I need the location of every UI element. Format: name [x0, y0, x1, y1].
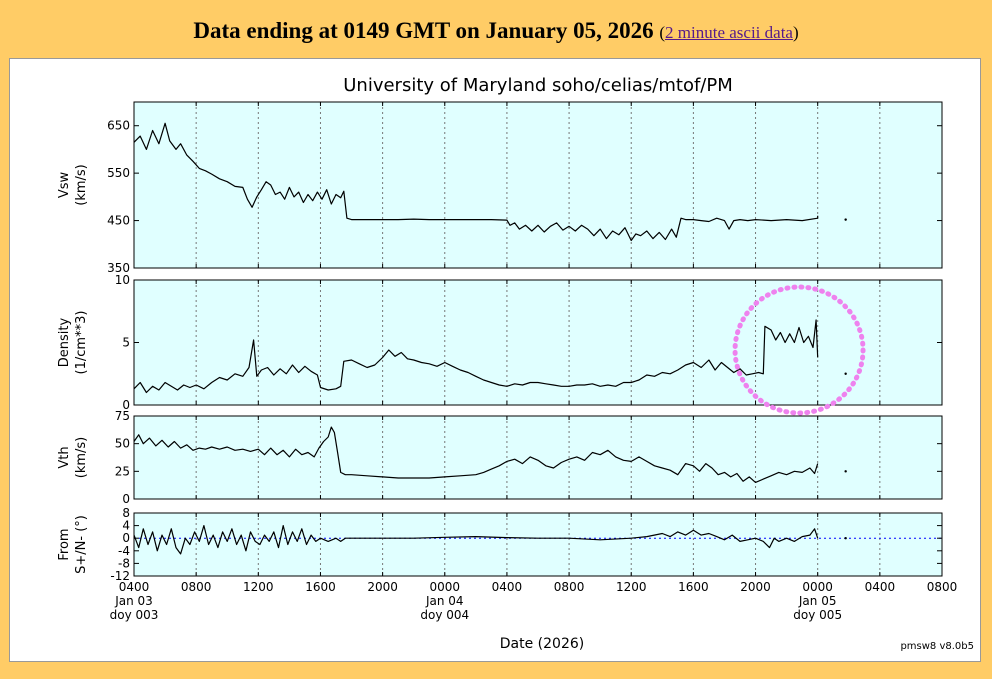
x-tick-label-line: 0400 [865, 580, 896, 594]
x-tick-label-line: 0400 [119, 580, 150, 594]
y-tick-label: 650 [107, 119, 130, 133]
x-tick-label: 1200 [616, 580, 647, 594]
x-tick-label-line: doy 003 [110, 608, 159, 622]
data-trace-vsw [133, 122, 819, 242]
x-tick-label: 0800 [181, 580, 212, 594]
data-trace-vth [133, 426, 819, 483]
y-tick-label: 450 [107, 214, 130, 228]
chart-title: University of Maryland soho/celias/mtof/… [343, 75, 733, 96]
y-tick-label: -4 [118, 544, 130, 558]
x-tick-label-line: Jan 03 [114, 594, 153, 608]
data-point-density [844, 372, 847, 375]
panel-vth: 0 25 50 75 Vth (km/s) [57, 409, 943, 506]
x-tick-label: 1200 [243, 580, 274, 594]
data-point-vth [844, 470, 847, 473]
y-axis-label-vth: Vth (km/s) [57, 437, 89, 479]
y-tick-label: 350 [107, 261, 130, 275]
x-tick-label-line: 0000 [429, 580, 460, 594]
y-tick-label: 5 [122, 336, 130, 350]
x-tick-label: 0400 [492, 580, 523, 594]
panel-vsw: 350 450 550 650 Vsw (km/s) [57, 101, 943, 275]
x-tick-label: 0800 [554, 580, 585, 594]
x-tick-label: 1600 [678, 580, 709, 594]
y-tick-label: 25 [115, 464, 130, 478]
panel-frame [133, 512, 943, 577]
link-open-paren: ( [659, 23, 666, 42]
x-tick-label-line: Jan 04 [425, 594, 464, 608]
x-tick-label-line: doy 004 [420, 608, 469, 622]
ascii-data-link[interactable]: 2 minute ascii data [665, 23, 793, 42]
data-point-vsw [844, 218, 847, 221]
panel-density: 0 5 10 Density (1/cm**3) [57, 273, 943, 416]
y-axis-label-line: Vth [57, 446, 72, 468]
x-tick-label-line: Jan 05 [798, 594, 837, 608]
y-tick-label: 0 [122, 398, 130, 412]
plot-frame: University of Maryland soho/celias/mtof/… [9, 58, 981, 662]
y-tick-label: -12 [110, 569, 130, 583]
x-tick-label: 0400 Jan 03 doy 003 [110, 580, 159, 622]
x-tick-label-line: 0800 [554, 580, 585, 594]
x-tick-label-line: 0800 [927, 580, 958, 594]
x-tick-label-line: doy 005 [793, 608, 842, 622]
x-tick-label: 1600 [305, 580, 336, 594]
data-trace-density [133, 319, 819, 394]
y-axis-label-line: Density [57, 317, 72, 367]
panel-background [134, 280, 942, 405]
y-tick-label: 0 [122, 531, 130, 545]
x-tick-label-line: 1200 [243, 580, 274, 594]
version-note: pmsw8 v8.0b5 [900, 641, 974, 652]
x-tick-label-line: 0800 [181, 580, 212, 594]
panel-background [134, 416, 942, 499]
x-tick-label: 0000 Jan 05 doy 005 [793, 580, 842, 622]
y-tick-label: 75 [115, 409, 130, 423]
x-tick-label: 0800 [927, 580, 958, 594]
data-trace-from [133, 525, 819, 555]
y-tick-label: -8 [118, 556, 130, 570]
y-axis-label-line: (km/s) [74, 164, 89, 206]
y-axis-label-line: Vsw [57, 171, 72, 198]
data-point-from [844, 537, 847, 540]
x-tick-label-line: 0000 [802, 580, 833, 594]
link-close-paren: ) [792, 23, 799, 42]
x-tick-label: 2000 [367, 580, 398, 594]
x-tick-label-line: 1600 [678, 580, 709, 594]
x-tick-label: 0000 Jan 04 doy 004 [420, 580, 469, 622]
x-tick-label-line: 2000 [740, 580, 771, 594]
data-ending-title: Data ending at 0149 GMT on January 05, 2… [193, 18, 654, 43]
panel-background [134, 102, 942, 268]
x-tick-label-line: 1200 [616, 580, 647, 594]
y-axis-label-line: (km/s) [74, 437, 89, 479]
x-tick-label-line: 2000 [367, 580, 398, 594]
page-header: Data ending at 0149 GMT on January 05, 2… [0, 18, 992, 44]
x-tick-label: 2000 [740, 580, 771, 594]
y-tick-label: 50 [115, 437, 130, 451]
y-axis-label-line: From [57, 528, 72, 560]
panel-frame [133, 101, 943, 269]
ascii-link-wrapper: (2 minute ascii data) [659, 23, 798, 42]
y-tick-label: 0 [122, 492, 130, 506]
panel-background [134, 513, 942, 576]
y-axis-label-line: S+/N- (°) [74, 515, 89, 574]
panel-frame [133, 415, 943, 500]
x-tick-label: 0400 [865, 580, 896, 594]
y-tick-label: 8 [122, 506, 130, 520]
x-axis-label: Date (2026) [500, 636, 584, 652]
solar-wind-chart: University of Maryland soho/celias/mtof/… [57, 75, 974, 652]
y-axis-label-vsw: Vsw (km/s) [57, 164, 89, 206]
x-tick-label-line: 1600 [305, 580, 336, 594]
y-tick-label: 10 [115, 273, 130, 287]
y-axis-label-line: (1/cm**3) [74, 311, 89, 375]
y-axis-label-from: From S+/N- (°) [57, 515, 89, 574]
y-tick-label: 550 [107, 166, 130, 180]
y-axis-label-density: Density (1/cm**3) [57, 311, 89, 375]
y-tick-label: 4 [122, 519, 130, 533]
x-tick-label-line: 0400 [492, 580, 523, 594]
highlight-circle [732, 284, 866, 416]
